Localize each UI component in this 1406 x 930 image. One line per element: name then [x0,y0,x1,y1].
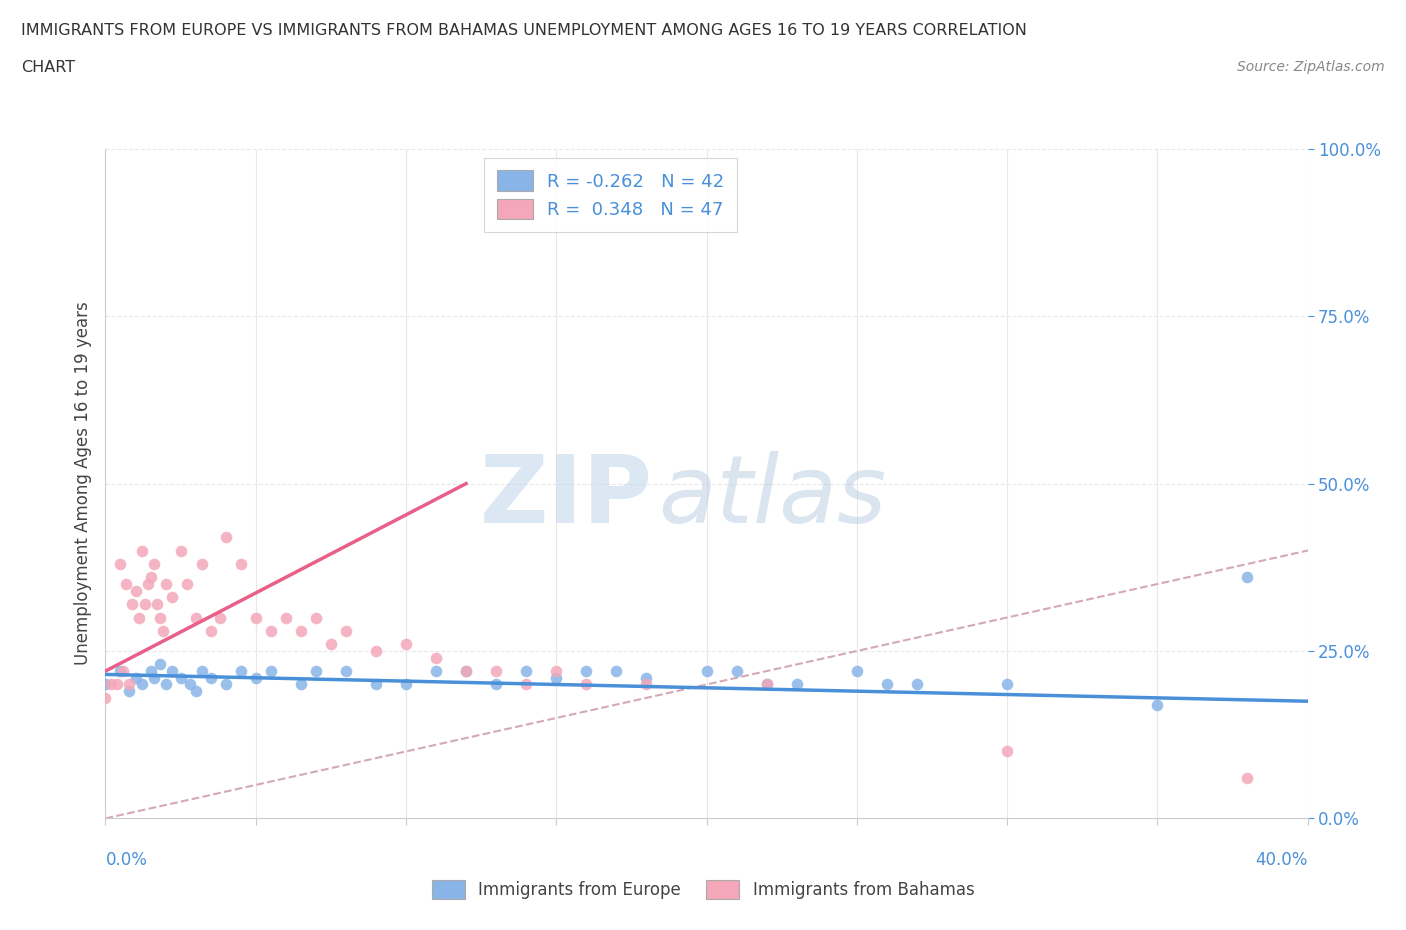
Point [131,543,153,558]
Point [115,577,138,591]
Point [245,610,267,625]
Text: CHART: CHART [21,60,75,75]
Point [876,677,898,692]
Legend: R = -0.262   N = 42, R =  0.348   N = 47: R = -0.262 N = 42, R = 0.348 N = 47 [484,158,737,232]
Point [515,664,537,679]
Point [136,577,159,591]
Legend: Immigrants from Europe, Immigrants from Bahamas: Immigrants from Europe, Immigrants from … [423,871,983,908]
Point [395,677,418,692]
Point [696,664,718,679]
Text: 40.0%: 40.0% [1256,851,1308,870]
Point [364,677,387,692]
Point [142,556,165,571]
Point [305,610,328,625]
Point [179,677,201,692]
Point [128,610,150,625]
Point [575,664,598,679]
Point [1236,771,1258,786]
Point [110,664,132,679]
Point [214,530,236,545]
Text: atlas: atlas [658,451,887,542]
Point [112,664,135,679]
Point [214,677,236,692]
Point [395,637,418,652]
Point [124,671,146,685]
Point [121,597,143,612]
Point [335,664,357,679]
Point [100,677,122,692]
Point [176,577,198,591]
Point [94,677,117,692]
Point [200,671,222,685]
Point [335,623,357,638]
Point [229,664,252,679]
Point [148,610,170,625]
Text: IMMIGRANTS FROM EUROPE VS IMMIGRANTS FROM BAHAMAS UNEMPLOYMENT AMONG AGES 16 TO : IMMIGRANTS FROM EUROPE VS IMMIGRANTS FRO… [21,23,1026,38]
Point [155,677,177,692]
Point [605,664,627,679]
Point [725,664,748,679]
Point [364,644,387,658]
Point [274,610,297,625]
Point [200,623,222,638]
Point [319,637,342,652]
Point [184,610,207,625]
Point [425,664,447,679]
Point [245,671,267,685]
Point [142,671,165,685]
Point [208,610,231,625]
Point [845,664,868,679]
Point [155,577,177,591]
Text: 0.0%: 0.0% [105,851,148,870]
Point [160,590,183,604]
Point [454,664,477,679]
Point [139,570,162,585]
Point [786,677,808,692]
Text: ZIP: ZIP [479,451,652,543]
Point [905,677,928,692]
Point [425,650,447,665]
Point [131,677,153,692]
Point [1236,570,1258,585]
Point [190,664,212,679]
Point [169,543,191,558]
Point [118,677,141,692]
Point [546,671,568,685]
Point [190,556,212,571]
Point [546,664,568,679]
Point [107,677,129,692]
Point [636,671,658,685]
Point [184,684,207,698]
Point [454,664,477,679]
Point [260,664,283,679]
Point [575,677,598,692]
Text: Source: ZipAtlas.com: Source: ZipAtlas.com [1237,60,1385,74]
Point [636,677,658,692]
Point [94,690,117,705]
Point [485,677,508,692]
Point [160,664,183,679]
Point [139,664,162,679]
Point [152,623,174,638]
Point [148,657,170,671]
Point [260,623,283,638]
Point [485,664,508,679]
Point [229,556,252,571]
Point [290,623,312,638]
Point [169,671,191,685]
Point [755,677,778,692]
Point [110,556,132,571]
Point [118,684,141,698]
Point [515,677,537,692]
Point [1146,698,1168,712]
Point [290,677,312,692]
Point [124,583,146,598]
Point [305,664,328,679]
Point [995,744,1018,759]
Point [995,677,1018,692]
Point [145,597,167,612]
Point [134,597,156,612]
Y-axis label: Unemployment Among Ages 16 to 19 years: Unemployment Among Ages 16 to 19 years [73,301,91,666]
Point [755,677,778,692]
